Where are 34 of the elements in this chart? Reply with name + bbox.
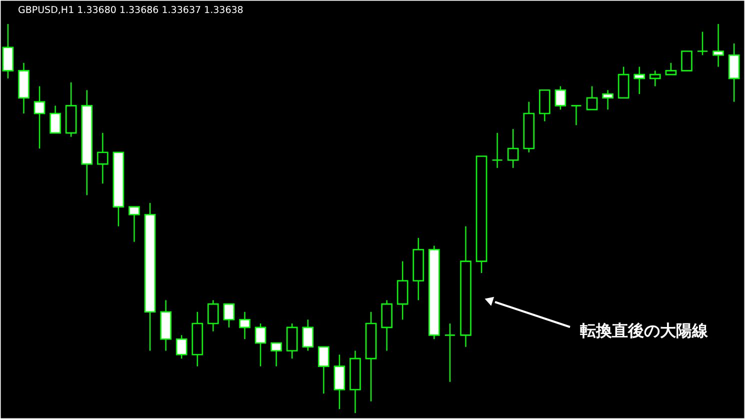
candlestick	[239, 311, 250, 340]
candlestick	[270, 342, 282, 367]
annotation: 転換直後の大陽線	[580, 321, 709, 340]
candlestick	[444, 322, 456, 382]
candlestick	[681, 50, 692, 72]
candlestick	[712, 23, 724, 68]
chart-title: GBPUSD,H1 1.33680 1.33686 1.33637 1.33638	[18, 5, 244, 16]
candlestick	[286, 322, 298, 360]
candlestick	[492, 132, 503, 169]
candlestick	[381, 300, 392, 352]
candlestick	[618, 66, 630, 99]
candlestick	[696, 31, 708, 56]
candlestick	[223, 303, 235, 328]
candlestick	[728, 42, 740, 102]
candlestick	[602, 90, 614, 110]
candlestick	[396, 260, 408, 320]
candlestick	[539, 89, 550, 122]
candlestick	[176, 334, 188, 360]
candlestick	[97, 132, 108, 184]
candlestick	[208, 300, 219, 332]
candlestick	[554, 86, 566, 110]
candlestick	[334, 354, 346, 410]
candlestick	[34, 86, 46, 150]
candlestick	[318, 346, 330, 394]
candlestick	[507, 128, 519, 169]
candlestick	[50, 105, 61, 134]
candlestick	[302, 319, 314, 352]
candlestick	[650, 70, 661, 87]
candlestick	[128, 206, 140, 242]
candlestick	[586, 86, 598, 110]
candlestick	[254, 322, 266, 367]
candlestick	[570, 105, 582, 126]
candlestick	[634, 66, 646, 95]
candlestick	[665, 62, 677, 76]
